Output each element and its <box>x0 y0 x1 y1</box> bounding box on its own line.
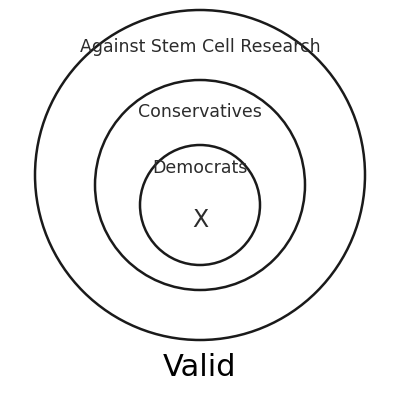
Text: X: X <box>192 208 208 232</box>
Text: Against Stem Cell Research: Against Stem Cell Research <box>80 38 320 56</box>
Text: Valid: Valid <box>163 353 237 382</box>
Text: Conservatives: Conservatives <box>138 103 262 121</box>
Text: Democrats: Democrats <box>152 159 248 177</box>
